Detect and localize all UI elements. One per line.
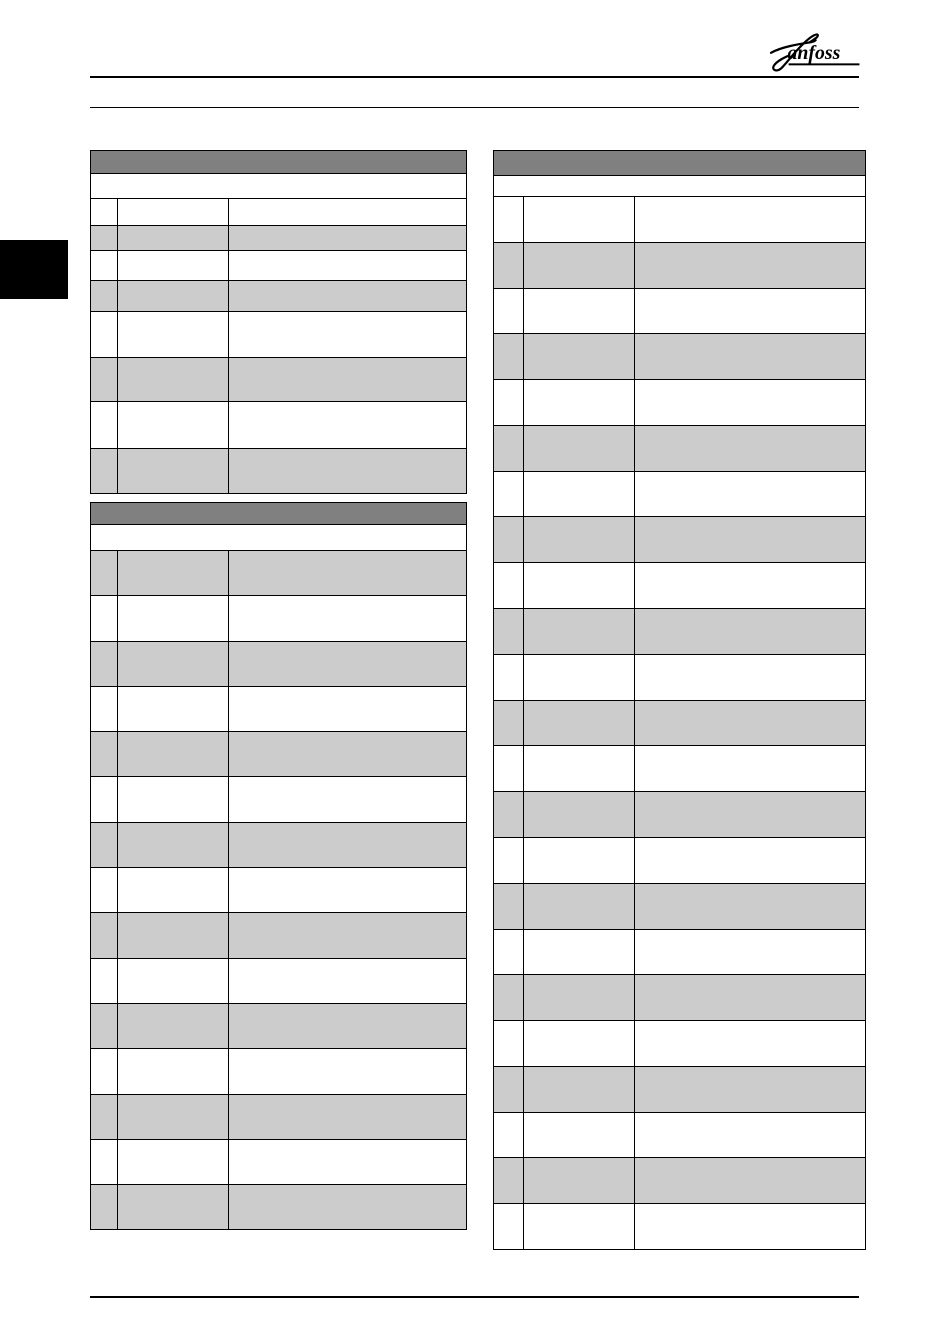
svg-text:anfoss: anfoss — [788, 42, 841, 64]
